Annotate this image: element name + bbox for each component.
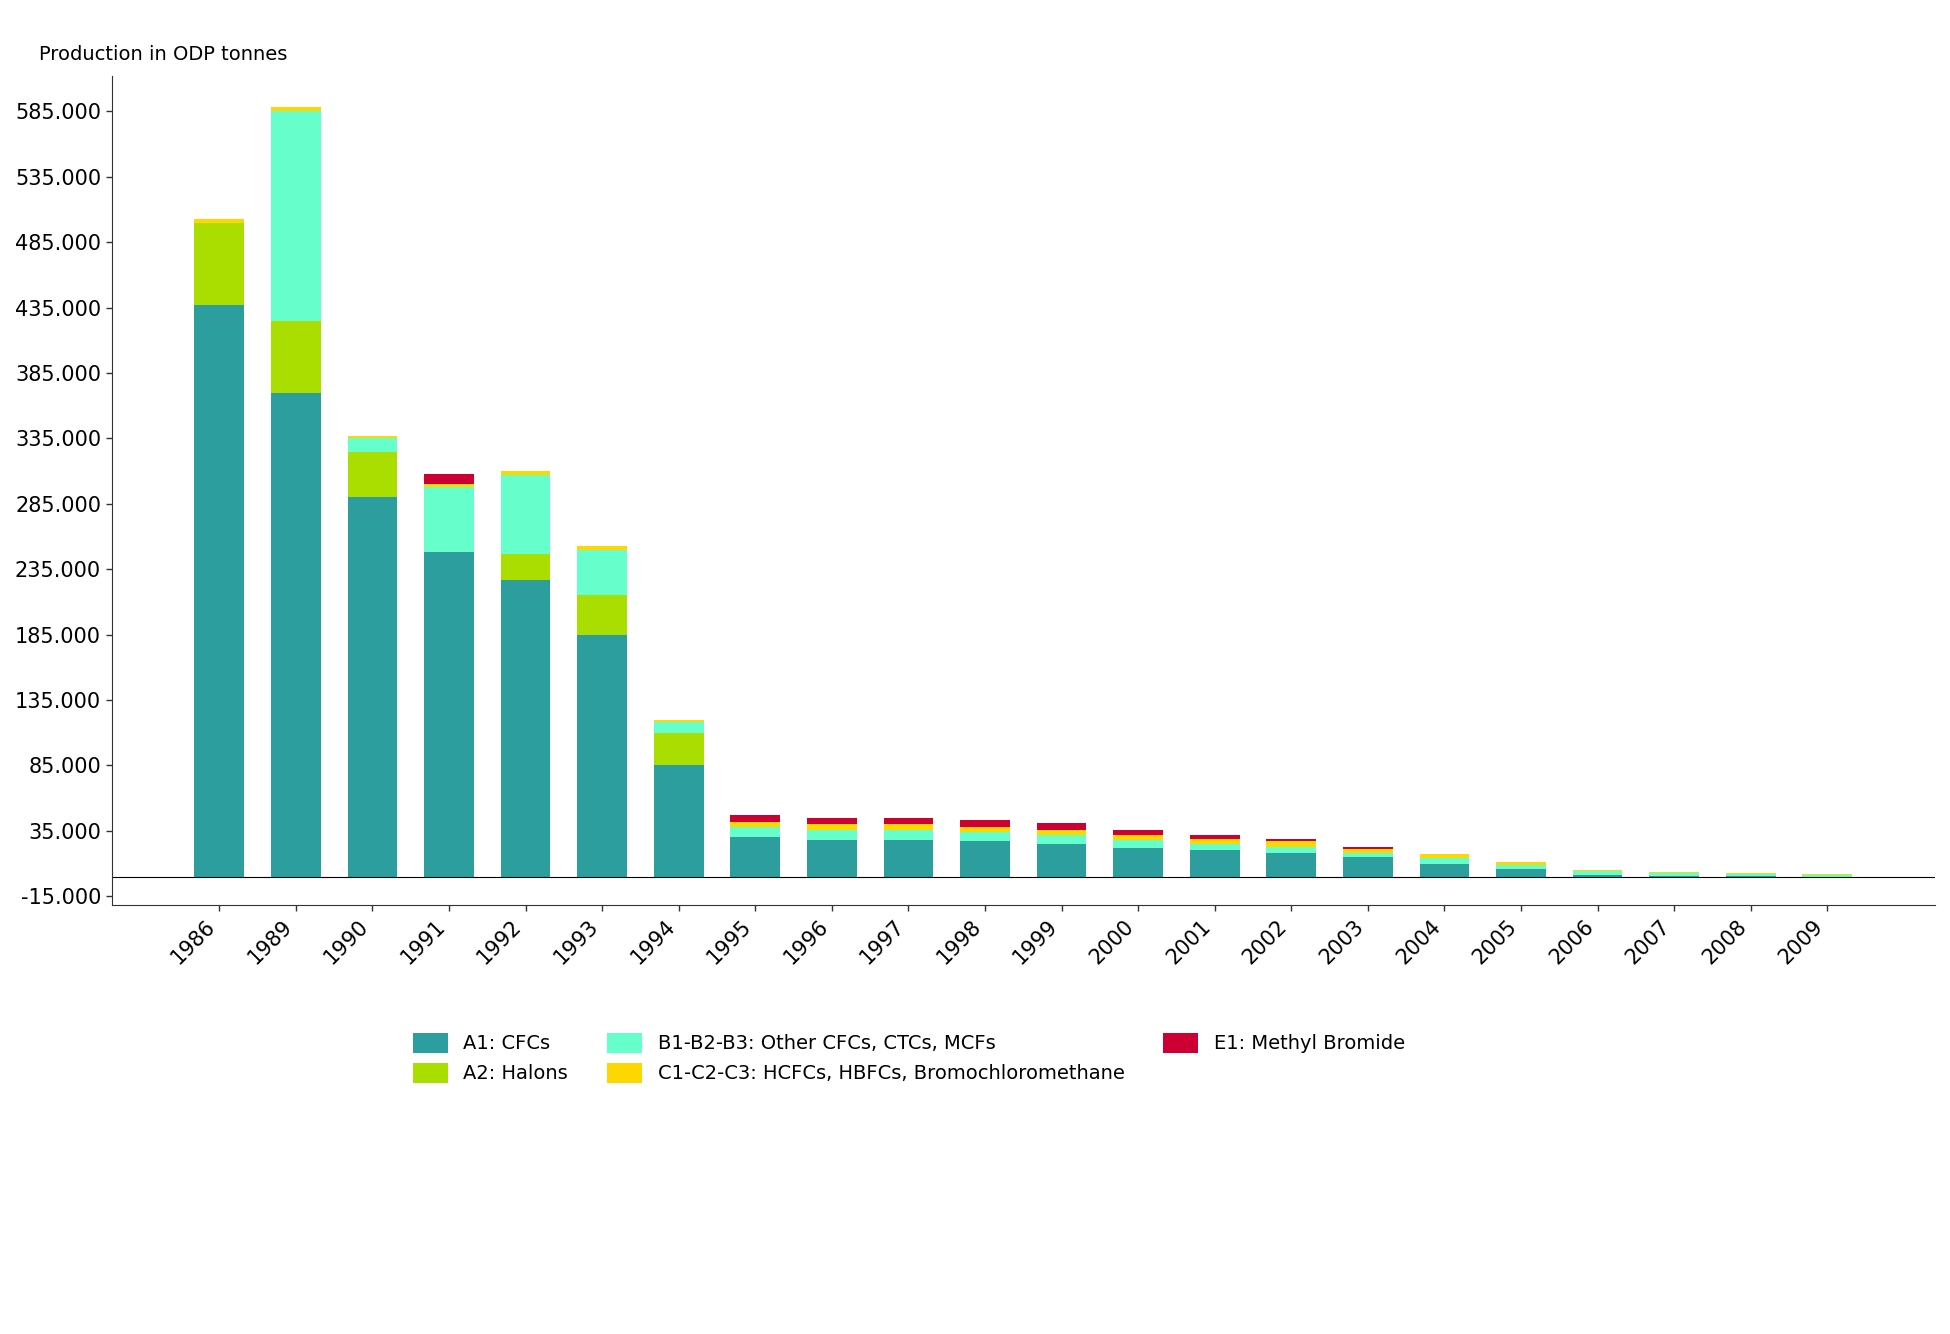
Bar (653, 719, 704, 722)
Bar (1344, 856, 1392, 876)
Bar (425, 487, 474, 552)
Bar (1420, 854, 1468, 858)
Bar (501, 554, 550, 580)
Bar (1420, 858, 1468, 863)
Bar (1266, 847, 1316, 854)
Bar (1037, 823, 1086, 830)
Bar (1802, 875, 1852, 876)
Bar (1420, 863, 1468, 876)
Bar (1496, 864, 1546, 868)
Bar (1344, 854, 1392, 856)
Bar (1190, 835, 1240, 839)
Bar (1266, 839, 1316, 842)
Bar (195, 219, 244, 223)
Bar (1113, 835, 1162, 840)
Bar (425, 484, 474, 487)
Bar (501, 580, 550, 876)
Bar (807, 818, 856, 824)
Bar (1190, 839, 1240, 844)
Bar (1113, 848, 1162, 876)
Bar (1037, 835, 1086, 844)
Bar (959, 832, 1010, 842)
Bar (807, 830, 856, 840)
Bar (347, 439, 398, 451)
Bar (1190, 851, 1240, 876)
Bar (807, 840, 856, 876)
Bar (1726, 874, 1776, 876)
Bar (731, 822, 780, 827)
Bar (653, 766, 704, 876)
Bar (1266, 842, 1316, 847)
Bar (883, 830, 934, 840)
Bar (195, 223, 244, 305)
Bar (1572, 871, 1622, 875)
Bar (1266, 854, 1316, 876)
Bar (347, 498, 398, 876)
Bar (1113, 830, 1162, 835)
Bar (1344, 850, 1392, 854)
Bar (1190, 844, 1240, 851)
Bar (807, 824, 856, 830)
Bar (425, 552, 474, 876)
Bar (883, 840, 934, 876)
Bar (271, 108, 320, 112)
Bar (1496, 868, 1546, 876)
Bar (347, 451, 398, 498)
Bar (731, 815, 780, 822)
Bar (1650, 872, 1698, 876)
Bar (1496, 862, 1546, 864)
Bar (1037, 844, 1086, 876)
Bar (1037, 830, 1086, 835)
Bar (271, 392, 320, 876)
Bar (959, 842, 1010, 876)
Bar (1113, 840, 1162, 848)
Bar (731, 827, 780, 838)
Bar (653, 732, 704, 766)
Bar (577, 550, 628, 595)
Bar (195, 305, 244, 876)
Text: Production in ODP tonnes: Production in ODP tonnes (39, 44, 287, 64)
Bar (577, 635, 628, 876)
Bar (959, 820, 1010, 827)
Bar (425, 474, 474, 484)
Bar (501, 471, 550, 475)
Bar (271, 320, 320, 392)
Bar (347, 436, 398, 439)
Bar (959, 827, 1010, 832)
Bar (731, 838, 780, 876)
Bar (1344, 847, 1392, 850)
Bar (577, 546, 628, 550)
Bar (1572, 875, 1622, 876)
Bar (653, 722, 704, 732)
Bar (501, 475, 550, 554)
Bar (577, 595, 628, 635)
Bar (271, 112, 320, 320)
Bar (883, 824, 934, 830)
Legend: A1: CFCs, A2: Halons, B1-B2-B3: Other CFCs, CTCs, MCFs, C1-C2-C3: HCFCs, HBFCs, : A1: CFCs, A2: Halons, B1-B2-B3: Other CF… (404, 1023, 1414, 1093)
Bar (883, 818, 934, 824)
